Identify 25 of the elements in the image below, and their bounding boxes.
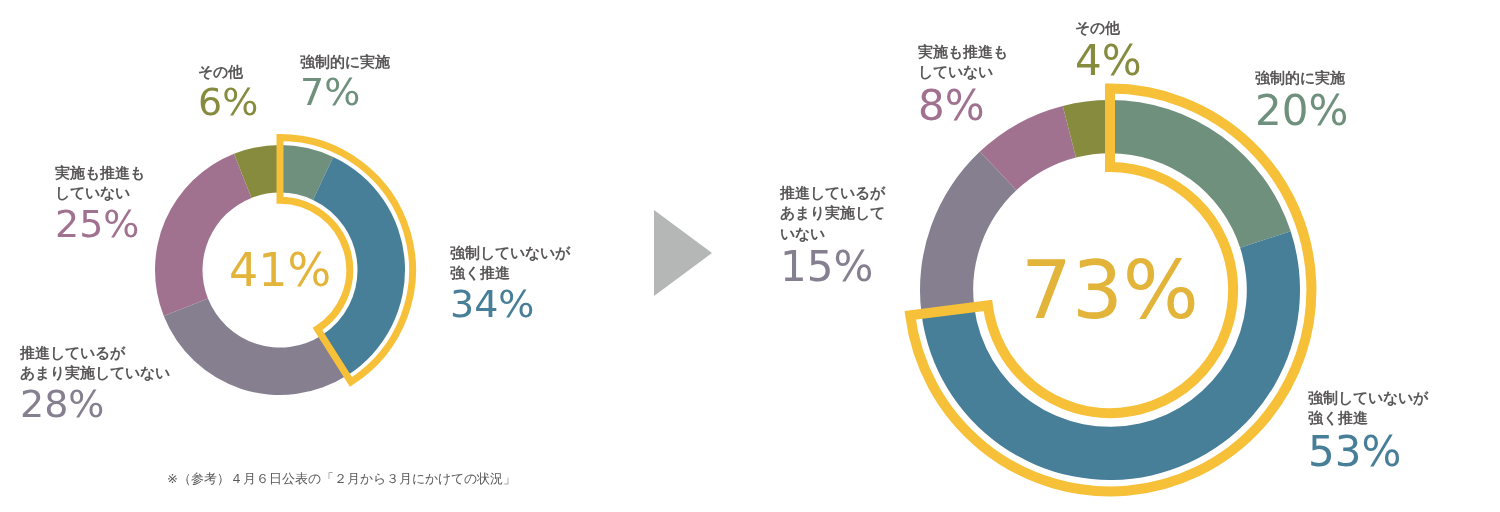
donut-slice <box>921 231 1300 480</box>
slice-label: その他 <box>198 62 244 83</box>
slice-label: 強制していないが強く推進 <box>450 243 570 284</box>
text: 41% <box>229 243 332 297</box>
data-label: 7% <box>300 70 362 115</box>
slice-label: 推進しているがあまり実施していない <box>20 343 170 384</box>
slice-label: 強制していないが強く推進 <box>1308 388 1428 429</box>
data-label: 4% <box>1075 36 1142 86</box>
data-label: 53% <box>1308 426 1403 476</box>
slice-label: 強制的に実施 <box>1255 68 1346 89</box>
data-label: 28% <box>20 381 106 426</box>
donut-slice <box>233 145 280 198</box>
slice-label: 実施も推進もしていない <box>55 163 145 204</box>
data-label: 15% <box>780 241 875 291</box>
text: 73% <box>1021 244 1199 337</box>
text: ※（参考）４月６日公表の「２月から３月にかけての状況」 <box>167 471 516 486</box>
data-label: 8% <box>918 80 986 130</box>
data-label: 20% <box>1255 86 1349 136</box>
slice-label: その他 <box>1075 18 1121 39</box>
slice-label: 推進しているがあまり実施していない <box>780 183 885 244</box>
data-label: 6% <box>198 80 259 125</box>
slice-label: 実施も推進もしていない <box>918 42 1008 83</box>
data-label: 25% <box>55 201 141 246</box>
slice-label: 強制的に実施 <box>300 52 390 73</box>
data-label: 34% <box>450 281 536 326</box>
